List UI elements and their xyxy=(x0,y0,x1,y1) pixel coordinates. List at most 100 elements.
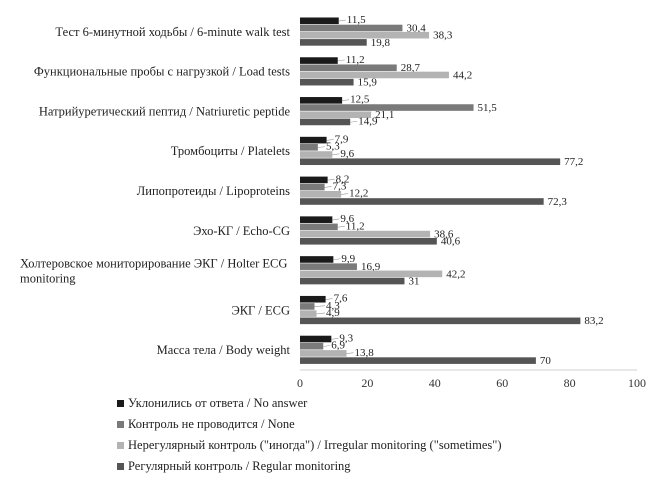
data-label: 42,2 xyxy=(446,268,465,280)
data-label: 21,1 xyxy=(375,109,394,121)
data-label: 30,4 xyxy=(406,22,426,34)
data-label: 4,3 xyxy=(326,300,340,312)
bar xyxy=(300,144,318,151)
data-label: 70 xyxy=(540,355,552,367)
data-label: 11,5 xyxy=(347,14,366,26)
data-label: 11,2 xyxy=(346,54,365,66)
category-label: Липопротеиды / Lipoproteins xyxy=(137,184,290,198)
category-label: ЭКГ / ECG xyxy=(231,303,290,317)
x-tick-label: 100 xyxy=(628,376,646,390)
bar xyxy=(300,335,332,343)
data-label-leader xyxy=(327,178,335,181)
x-tick-label: 60 xyxy=(496,376,508,390)
bar xyxy=(300,158,561,166)
data-label: 77,2 xyxy=(564,156,583,168)
category-label: Холтеровское мониторирование ЭКГ / Holte… xyxy=(20,257,287,286)
bar xyxy=(300,64,397,72)
data-label-leader xyxy=(342,99,350,101)
bar xyxy=(300,111,372,119)
data-label-leader xyxy=(333,258,341,261)
data-label: 7,6 xyxy=(334,293,348,305)
data-label-leader xyxy=(332,153,340,156)
data-label: 9,9 xyxy=(341,253,355,265)
data-label-leader xyxy=(337,59,345,62)
category-label: Эхо-КГ / Echo-CG xyxy=(193,224,290,238)
data-label: 5,3 xyxy=(326,141,340,153)
bar xyxy=(300,57,338,64)
x-tick-label: 20 xyxy=(361,376,373,390)
legend-item-regular: Регулярный контроль / Regular monitoring xyxy=(117,456,637,477)
legend-label-no-answer: Уклонились от ответа / No answer xyxy=(128,396,308,410)
data-label-leader xyxy=(341,193,349,195)
data-label: 19,8 xyxy=(371,37,391,49)
bar xyxy=(300,350,347,357)
data-label: 9,6 xyxy=(340,213,354,225)
legend-swatch-no-answer xyxy=(117,400,124,407)
data-label: 11,2 xyxy=(346,220,365,232)
data-label-leader xyxy=(332,218,340,221)
bar xyxy=(300,191,342,198)
bar xyxy=(300,295,326,303)
data-label: 7,9 xyxy=(335,134,349,146)
x-tick-label: 40 xyxy=(429,376,441,390)
bar xyxy=(300,39,367,46)
bar xyxy=(300,317,581,325)
data-label: 31 xyxy=(408,275,419,287)
legend-swatch-irregular xyxy=(117,442,124,449)
data-label-leader xyxy=(350,120,358,123)
data-label-leader xyxy=(317,146,326,148)
bar xyxy=(300,303,315,310)
bar xyxy=(300,136,327,144)
data-label: 15,9 xyxy=(358,77,378,89)
data-label-leader xyxy=(325,298,333,300)
x-tick-label: 80 xyxy=(564,376,576,390)
bar-chart: 0 20 40 60 80 100 Тест 6-минутной ходьбы / 6-m… xyxy=(20,14,646,390)
legend-item-none: Контроль не проводится / None xyxy=(117,414,637,435)
data-label-leader xyxy=(314,305,326,308)
bar xyxy=(300,357,536,364)
bar xyxy=(300,24,403,32)
bar xyxy=(300,71,449,79)
data-label: 9,3 xyxy=(339,332,353,344)
data-label-leader xyxy=(326,139,334,141)
data-label: 40,6 xyxy=(441,236,461,248)
legend: Уклонились от ответа / No answer Контрол… xyxy=(117,393,637,477)
category-label: Натрийуретический пептид / Natriuretic p… xyxy=(39,104,291,118)
bar xyxy=(300,237,437,245)
data-label-leader xyxy=(323,345,331,347)
bar xyxy=(300,277,405,285)
bar xyxy=(300,310,317,317)
data-label: 7,3 xyxy=(333,181,347,193)
data-label-leader xyxy=(331,338,339,340)
data-label: 38,3 xyxy=(433,30,453,42)
legend-label-regular: Регулярный контроль / Regular monitoring xyxy=(128,459,351,473)
legend-item-no-answer: Уклонились от ответа / No answer xyxy=(117,393,637,414)
legend-label-none: Контроль не проводится / None xyxy=(128,417,295,431)
data-label: 14,9 xyxy=(358,115,378,127)
category-label: Тромбоциты / Platelets xyxy=(171,144,290,158)
data-label: 9,6 xyxy=(340,148,354,160)
bar xyxy=(300,97,343,104)
data-label-leader xyxy=(337,225,345,228)
data-label: 13,8 xyxy=(355,347,375,359)
data-label: 12,2 xyxy=(349,188,368,200)
data-label-leader xyxy=(346,352,354,355)
data-label-leader xyxy=(338,19,346,22)
data-label: 83,2 xyxy=(584,315,603,327)
data-label: 44,2 xyxy=(453,69,472,81)
legend-label-irregular: Нерегулярный контроль ("иногда") / Irreg… xyxy=(128,438,502,452)
bar xyxy=(300,270,443,278)
bar xyxy=(300,183,325,191)
bar xyxy=(300,198,544,205)
bar xyxy=(300,78,354,86)
bar xyxy=(300,17,339,25)
bar xyxy=(300,216,333,223)
bar xyxy=(300,256,334,263)
bar xyxy=(300,31,430,39)
category-label: Функциональные пробы с нагрузкой / Load … xyxy=(34,65,290,79)
data-label: 16,9 xyxy=(361,261,381,273)
bar xyxy=(300,230,431,238)
data-label: 38,6 xyxy=(434,228,454,240)
data-label: 72,3 xyxy=(548,196,568,208)
data-label: 4,9 xyxy=(326,307,340,319)
